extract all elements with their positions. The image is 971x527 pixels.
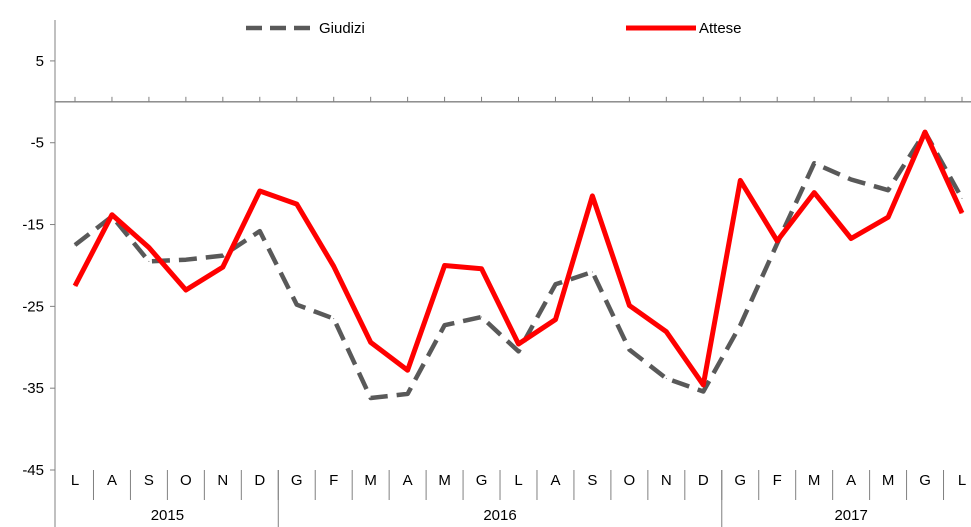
data-point-attese: [259, 190, 261, 192]
y-tick-label: -15: [22, 217, 44, 234]
data-point-attese: [591, 195, 593, 197]
data-point-attese: [739, 179, 741, 181]
data-point-attese: [702, 384, 704, 386]
data-point-giudizi: [554, 283, 556, 285]
data-point-attese: [185, 289, 187, 291]
month-label: A: [107, 472, 117, 489]
data-point-attese: [333, 265, 335, 267]
data-point-giudizi: [259, 230, 261, 232]
legend-label-giudizi: Giudizi: [319, 20, 365, 37]
data-point-giudizi: [407, 393, 409, 395]
y-tick-label: -45: [22, 462, 44, 479]
data-point-giudizi: [74, 244, 76, 246]
y-axis: 5 -5 -15 -25 -35 -45: [22, 20, 56, 527]
data-point-giudizi: [887, 189, 889, 191]
month-label: G: [919, 472, 931, 489]
data-point-giudizi: [850, 179, 852, 181]
month-label: F: [773, 472, 782, 489]
month-label: D: [698, 472, 709, 489]
data-point-attese: [444, 264, 446, 266]
data-point-giudizi: [296, 304, 298, 306]
data-point-attese: [924, 131, 926, 133]
data-point-giudizi: [333, 318, 335, 320]
data-point-attese: [776, 240, 778, 242]
y-tick-label: -25: [22, 298, 44, 315]
data-point-attese: [887, 216, 889, 218]
month-label: M: [364, 472, 377, 489]
month-label: O: [624, 472, 636, 489]
year-label: 2016: [483, 507, 516, 524]
data-point-attese: [518, 343, 519, 345]
data-point-attese: [628, 305, 630, 307]
data-point-giudizi: [628, 349, 630, 351]
month-label: A: [550, 472, 560, 489]
data-point-attese: [407, 369, 409, 371]
month-label: L: [514, 472, 522, 489]
month-label: N: [661, 472, 672, 489]
month-label: A: [846, 472, 856, 489]
month-label: M: [808, 472, 821, 489]
data-point-giudizi: [444, 324, 446, 326]
data-point-attese: [148, 246, 150, 248]
data-point-giudizi: [591, 271, 593, 273]
data-point-attese: [111, 214, 113, 216]
x-axis: L A S O N D G F M A M G L A S O N D G F M A M G L 2015 2016 2017: [55, 96, 971, 527]
legend-label-attese: Attese: [699, 20, 742, 37]
data-point-attese: [296, 203, 298, 205]
data-point-attese: [813, 192, 815, 194]
data-point-attese: [554, 318, 556, 320]
data-point-giudizi: [481, 316, 483, 318]
month-label: O: [180, 472, 192, 489]
data-point-attese: [961, 212, 963, 214]
series-line-giudizi: [73, 129, 964, 401]
month-label: D: [254, 472, 265, 489]
data-point-attese: [222, 266, 224, 268]
month-label: G: [291, 472, 303, 489]
data-point-giudizi: [813, 162, 815, 164]
month-label: L: [958, 472, 966, 489]
month-label: A: [403, 472, 413, 489]
data-point-attese: [850, 237, 852, 239]
data-point-giudizi: [518, 350, 519, 352]
month-label: L: [71, 472, 79, 489]
month-label: S: [144, 472, 154, 489]
month-label: M: [438, 472, 451, 489]
month-label: N: [217, 472, 228, 489]
data-point-attese: [74, 285, 76, 287]
data-point-giudizi: [702, 390, 704, 392]
data-point-attese: [481, 268, 483, 270]
data-point-attese: [665, 331, 667, 333]
series-layer: [72, 129, 965, 401]
data-point-giudizi: [222, 255, 224, 257]
year-label: 2015: [151, 507, 184, 524]
y-tick-label: 5: [36, 53, 44, 70]
data-point-giudizi: [185, 259, 187, 261]
data-point-giudizi: [739, 324, 741, 326]
data-point-giudizi: [148, 260, 150, 262]
month-label: M: [882, 472, 895, 489]
data-point-giudizi: [370, 397, 372, 399]
data-point-giudizi: [961, 197, 963, 199]
month-label: S: [587, 472, 597, 489]
y-tick-label: -5: [31, 135, 44, 152]
month-label: F: [329, 472, 338, 489]
data-point-giudizi: [665, 377, 667, 379]
legend: Giudizi Attese: [246, 20, 742, 37]
y-tick-label: -35: [22, 380, 44, 397]
month-label: G: [734, 472, 746, 489]
month-label: G: [476, 472, 488, 489]
year-label: 2017: [834, 507, 867, 524]
data-point-attese: [370, 341, 372, 343]
